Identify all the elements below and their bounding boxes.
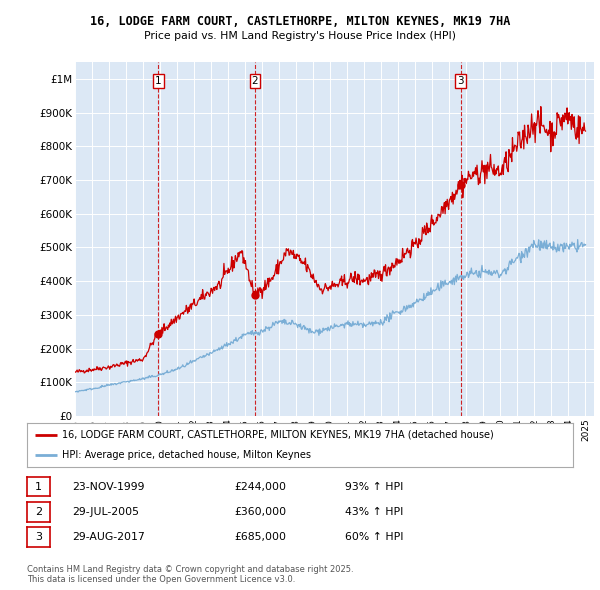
Text: 16, LODGE FARM COURT, CASTLETHORPE, MILTON KEYNES, MK19 7HA (detached house): 16, LODGE FARM COURT, CASTLETHORPE, MILT… xyxy=(62,430,494,440)
Text: HPI: Average price, detached house, Milton Keynes: HPI: Average price, detached house, Milt… xyxy=(62,450,311,460)
Text: £685,000: £685,000 xyxy=(234,532,286,542)
Text: 29-AUG-2017: 29-AUG-2017 xyxy=(72,532,145,542)
Text: 60% ↑ HPI: 60% ↑ HPI xyxy=(345,532,404,542)
Text: 23-NOV-1999: 23-NOV-1999 xyxy=(72,482,145,491)
Text: 1: 1 xyxy=(155,76,161,86)
Text: 43% ↑ HPI: 43% ↑ HPI xyxy=(345,507,403,517)
Text: 16, LODGE FARM COURT, CASTLETHORPE, MILTON KEYNES, MK19 7HA: 16, LODGE FARM COURT, CASTLETHORPE, MILT… xyxy=(90,15,510,28)
Text: 3: 3 xyxy=(35,532,42,542)
Text: £244,000: £244,000 xyxy=(234,482,286,491)
Text: 29-JUL-2005: 29-JUL-2005 xyxy=(72,507,139,517)
Text: Price paid vs. HM Land Registry's House Price Index (HPI): Price paid vs. HM Land Registry's House … xyxy=(144,31,456,41)
Text: 2: 2 xyxy=(35,507,42,517)
Text: 1: 1 xyxy=(35,482,42,491)
Text: 3: 3 xyxy=(457,76,464,86)
Text: Contains HM Land Registry data © Crown copyright and database right 2025.
This d: Contains HM Land Registry data © Crown c… xyxy=(27,565,353,584)
Text: £360,000: £360,000 xyxy=(234,507,286,517)
Text: 2: 2 xyxy=(252,76,259,86)
Text: 93% ↑ HPI: 93% ↑ HPI xyxy=(345,482,403,491)
